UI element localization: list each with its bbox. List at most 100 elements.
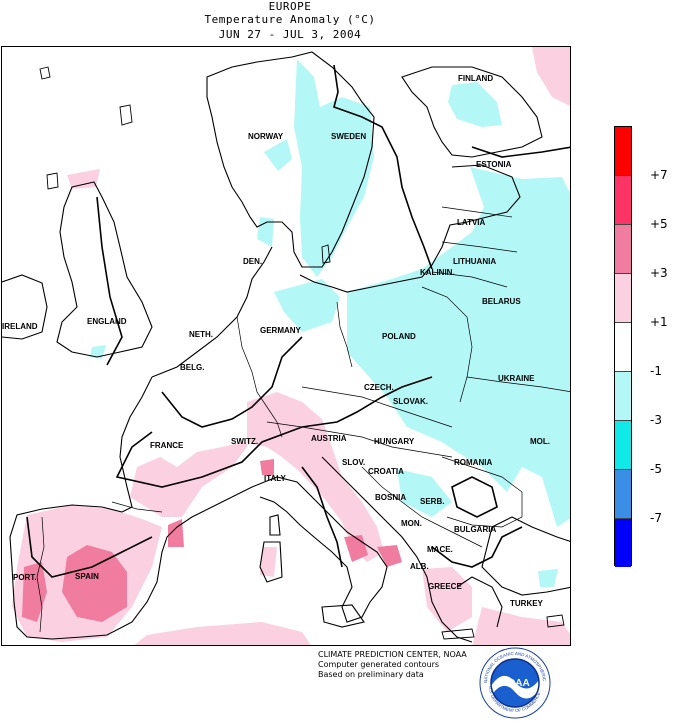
legend-tick-label: +5 bbox=[650, 217, 668, 231]
contour-britain bbox=[96, 196, 123, 366]
label-hungary: HUNGARY bbox=[374, 437, 415, 446]
svg-text:NOAA: NOAA bbox=[500, 678, 529, 689]
cool-region-finland bbox=[448, 82, 502, 127]
legend-tick-label: +3 bbox=[650, 266, 668, 280]
warm-region-italy-north bbox=[260, 459, 274, 475]
warm-region-sardinia bbox=[260, 547, 277, 577]
label-ireland: IRELAND bbox=[2, 322, 38, 331]
label-slovakia: SLOVAK. bbox=[393, 397, 428, 406]
label-belgium: BELG. bbox=[180, 363, 204, 372]
coastline-scandinavia bbox=[206, 51, 375, 268]
label-czech: CZECH. bbox=[364, 383, 394, 392]
warm-anomaly-regions bbox=[12, 47, 570, 645]
border-poland-east bbox=[421, 286, 473, 403]
contour-france bbox=[161, 336, 303, 428]
legend-tick-label: -3 bbox=[650, 413, 662, 427]
label-montenegro: MON. bbox=[401, 519, 422, 528]
coastline-continent-north bbox=[151, 246, 273, 378]
border-romania bbox=[441, 456, 523, 528]
coastline-britain bbox=[56, 181, 153, 358]
label-macedonia: MACE. bbox=[427, 545, 453, 554]
cool-region-east bbox=[347, 167, 570, 527]
label-croatia: CROATIA bbox=[368, 467, 404, 476]
label-denmark: DEN. bbox=[243, 257, 262, 266]
coastline-iberia bbox=[9, 496, 233, 640]
warm-region-balearic bbox=[168, 519, 184, 547]
warm-region-france-italy bbox=[130, 392, 384, 562]
label-bosnia: BOSNIA bbox=[375, 493, 406, 502]
legend-swatch bbox=[615, 127, 631, 176]
legend-swatch bbox=[615, 323, 631, 372]
warm-region-se-sea bbox=[472, 607, 570, 645]
warm-region-greece bbox=[422, 567, 472, 632]
label-kaliningrad: KALININ. bbox=[420, 268, 455, 277]
label-lithuania: LITHUANIA bbox=[453, 257, 496, 266]
contour-italy bbox=[301, 466, 343, 568]
border-belarus-ukraine bbox=[466, 376, 570, 393]
map-region-title: EUROPE bbox=[268, 0, 312, 13]
cool-region-germany bbox=[274, 279, 340, 332]
label-spain: SPAIN bbox=[75, 572, 99, 581]
coastline-sicily bbox=[321, 604, 365, 628]
credit-line-agency: CLIMATE PREDICTION CENTER, NOAA bbox=[318, 650, 467, 659]
legend-tick-label: +1 bbox=[650, 315, 668, 329]
legend-swatch bbox=[615, 519, 631, 567]
label-serbia: SERB. bbox=[420, 497, 444, 506]
label-estonia: ESTONIA bbox=[476, 160, 512, 169]
cool-region-balkans bbox=[397, 469, 452, 517]
island-faroe bbox=[39, 66, 51, 80]
warm-region-baltic-sea-pink bbox=[67, 169, 100, 189]
label-france: FRANCE bbox=[150, 441, 184, 450]
border-germany-poland bbox=[336, 301, 353, 368]
color-scale-legend bbox=[614, 126, 632, 567]
label-norway: NORWAY bbox=[248, 132, 284, 141]
border-baltic-states bbox=[431, 206, 518, 288]
label-greece: GREECE bbox=[428, 582, 462, 591]
coastline-france-west bbox=[119, 376, 153, 513]
label-poland: POLAND bbox=[382, 332, 416, 341]
legend-tick-label: +7 bbox=[650, 168, 668, 182]
border-balkans bbox=[361, 466, 483, 548]
legend-tick-label: -5 bbox=[650, 462, 662, 476]
label-latvia: LATVIA bbox=[457, 218, 486, 227]
contour-balkans bbox=[431, 526, 523, 568]
coastline-sardinia bbox=[259, 541, 283, 583]
contour-romania bbox=[451, 476, 498, 518]
label-slovenia: SLOV. bbox=[342, 458, 365, 467]
label-turkey: TURKEY bbox=[510, 599, 544, 608]
coastline-finland bbox=[401, 66, 543, 158]
coastline-baltic-east bbox=[299, 164, 521, 293]
coastline-adriatic bbox=[321, 456, 473, 643]
legend-swatch bbox=[615, 274, 631, 323]
cool-region-turkey bbox=[538, 569, 558, 587]
coastlines bbox=[2, 51, 570, 643]
border-france-germany bbox=[236, 316, 283, 438]
label-germany: GERMANY bbox=[260, 326, 302, 335]
coastline-corsica bbox=[269, 514, 281, 536]
warm-region-portugal bbox=[22, 562, 47, 622]
legend-swatch bbox=[615, 225, 631, 274]
legend-tick-label: -1 bbox=[650, 364, 662, 378]
label-albania: ALB. bbox=[410, 562, 429, 571]
noaa-logo: NOAA NATIONAL OCEANIC AND ATMOSPHERIC AD… bbox=[478, 646, 551, 719]
legend-tick-label: -7 bbox=[650, 511, 662, 525]
credit-line-data: Based on preliminary data bbox=[318, 670, 424, 679]
cool-region-norway-coast bbox=[264, 139, 292, 171]
border-central bbox=[301, 386, 453, 428]
label-switzerland: SWITZ. bbox=[231, 437, 258, 446]
label-romania: ROMANIA bbox=[454, 458, 492, 467]
anomaly-map: FINLAND NORWAY SWEDEN ESTONIA LATVIA DEN… bbox=[1, 46, 571, 646]
legend-swatch bbox=[615, 421, 631, 470]
label-sweden: SWEDEN bbox=[331, 132, 366, 141]
country-borders bbox=[36, 206, 570, 633]
coastline-ireland bbox=[2, 274, 48, 340]
label-austria: AUSTRIA bbox=[311, 434, 347, 443]
legend-swatch bbox=[615, 176, 631, 225]
contour-east bbox=[471, 146, 570, 158]
label-finland: FINLAND bbox=[458, 74, 493, 83]
warm-region-mediterranean bbox=[134, 622, 311, 645]
label-belarus: BELARUS bbox=[482, 297, 521, 306]
label-netherlands: NETH. bbox=[189, 330, 213, 339]
legend-swatch bbox=[615, 470, 631, 519]
warm-region-dalmatia bbox=[377, 545, 402, 567]
